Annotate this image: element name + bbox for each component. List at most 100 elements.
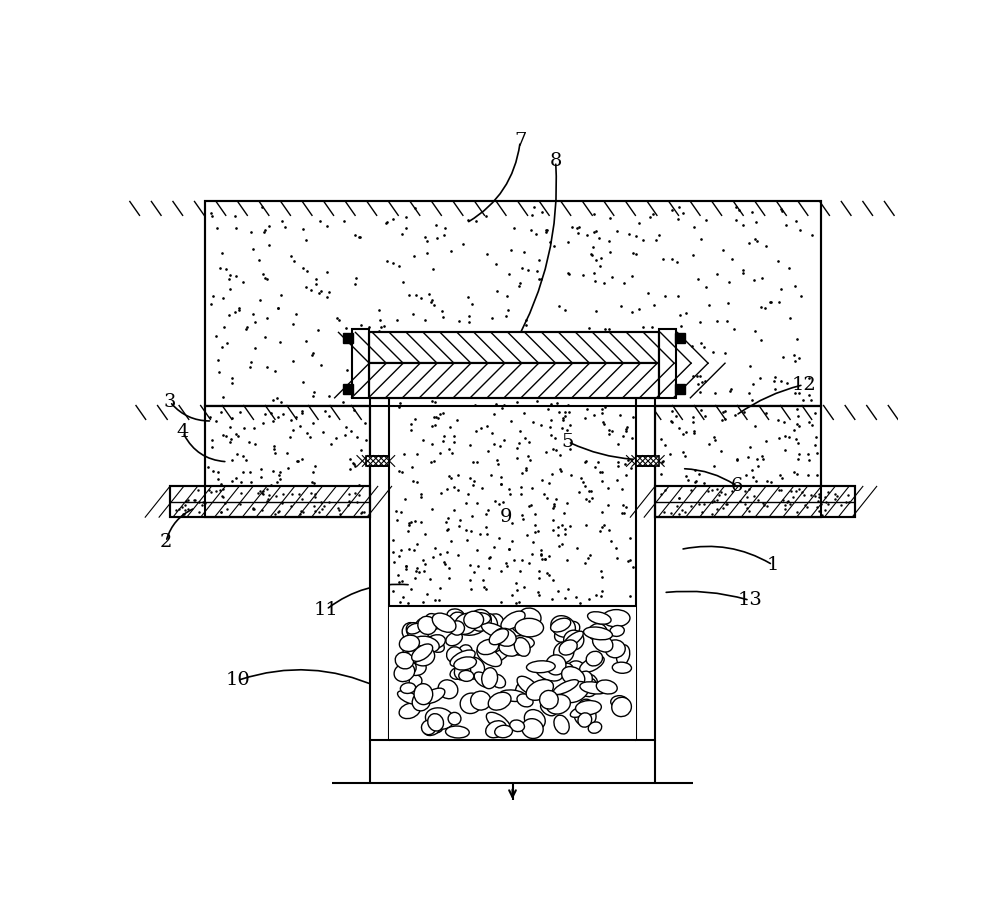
Text: 1: 1 [767, 556, 779, 574]
Ellipse shape [517, 676, 538, 694]
Bar [205, 405, 370, 517]
Ellipse shape [574, 705, 596, 726]
Ellipse shape [402, 623, 419, 641]
Ellipse shape [414, 684, 433, 704]
Ellipse shape [580, 656, 604, 673]
Ellipse shape [455, 614, 477, 634]
Ellipse shape [490, 674, 506, 688]
Ellipse shape [464, 611, 484, 628]
Ellipse shape [526, 661, 555, 673]
Ellipse shape [450, 621, 464, 635]
Ellipse shape [522, 719, 543, 738]
Ellipse shape [578, 671, 592, 687]
Ellipse shape [407, 624, 422, 634]
Bar [352, 328, 369, 398]
Ellipse shape [411, 645, 435, 666]
Text: 9: 9 [500, 508, 513, 526]
Text: 7: 7 [514, 133, 526, 150]
Ellipse shape [579, 677, 598, 696]
Ellipse shape [412, 692, 430, 711]
Bar [655, 405, 820, 517]
Ellipse shape [499, 690, 527, 702]
Ellipse shape [413, 636, 439, 653]
Ellipse shape [524, 710, 545, 729]
Ellipse shape [394, 663, 415, 682]
Ellipse shape [555, 622, 580, 643]
Ellipse shape [403, 641, 421, 655]
Ellipse shape [540, 691, 558, 709]
Ellipse shape [448, 713, 461, 724]
Ellipse shape [546, 654, 566, 675]
Ellipse shape [415, 648, 431, 664]
Ellipse shape [489, 629, 508, 644]
Ellipse shape [460, 693, 482, 714]
Ellipse shape [584, 627, 612, 640]
Ellipse shape [499, 643, 518, 656]
Ellipse shape [412, 644, 433, 662]
Ellipse shape [554, 715, 569, 734]
Ellipse shape [459, 671, 474, 682]
Ellipse shape [409, 674, 422, 687]
Ellipse shape [515, 682, 532, 702]
Ellipse shape [540, 702, 556, 715]
Text: 2: 2 [160, 533, 172, 551]
Ellipse shape [469, 609, 491, 631]
Ellipse shape [515, 618, 544, 637]
Ellipse shape [519, 608, 541, 626]
Ellipse shape [454, 663, 471, 680]
Bar [170, 486, 370, 517]
Ellipse shape [578, 699, 594, 716]
Ellipse shape [486, 713, 511, 733]
Ellipse shape [488, 693, 511, 710]
Ellipse shape [596, 680, 617, 694]
Ellipse shape [510, 639, 526, 655]
Ellipse shape [477, 646, 502, 666]
Ellipse shape [424, 636, 444, 653]
Ellipse shape [588, 612, 611, 624]
Ellipse shape [592, 630, 611, 650]
Ellipse shape [398, 691, 420, 704]
Ellipse shape [514, 637, 530, 656]
Ellipse shape [424, 721, 441, 735]
Ellipse shape [494, 628, 516, 646]
Ellipse shape [551, 615, 575, 637]
Ellipse shape [454, 657, 476, 670]
Bar [170, 486, 370, 517]
Bar [205, 202, 820, 405]
Text: 6: 6 [731, 477, 744, 495]
Ellipse shape [426, 614, 442, 626]
Bar [369, 333, 659, 364]
Text: 12: 12 [791, 375, 816, 394]
Ellipse shape [554, 642, 574, 663]
Bar [636, 455, 659, 466]
Bar [370, 398, 389, 741]
Bar [205, 405, 370, 517]
Ellipse shape [395, 653, 414, 669]
Ellipse shape [535, 662, 563, 681]
Ellipse shape [588, 624, 607, 641]
Ellipse shape [605, 640, 625, 658]
Ellipse shape [562, 666, 585, 686]
Ellipse shape [446, 632, 462, 645]
Ellipse shape [509, 635, 534, 649]
Ellipse shape [586, 651, 603, 666]
Ellipse shape [612, 662, 631, 674]
Ellipse shape [426, 634, 445, 649]
Ellipse shape [400, 683, 416, 694]
Bar [655, 486, 855, 517]
Ellipse shape [423, 688, 445, 704]
Ellipse shape [450, 650, 475, 666]
Ellipse shape [399, 704, 420, 719]
Bar [636, 398, 655, 741]
Ellipse shape [580, 682, 607, 694]
Ellipse shape [402, 661, 416, 674]
Ellipse shape [602, 610, 630, 627]
Ellipse shape [484, 614, 498, 633]
Text: 13: 13 [737, 592, 762, 609]
Ellipse shape [428, 714, 444, 731]
Ellipse shape [567, 661, 587, 681]
Ellipse shape [486, 721, 506, 738]
Ellipse shape [564, 630, 584, 650]
Bar [205, 202, 820, 405]
Ellipse shape [406, 623, 428, 643]
